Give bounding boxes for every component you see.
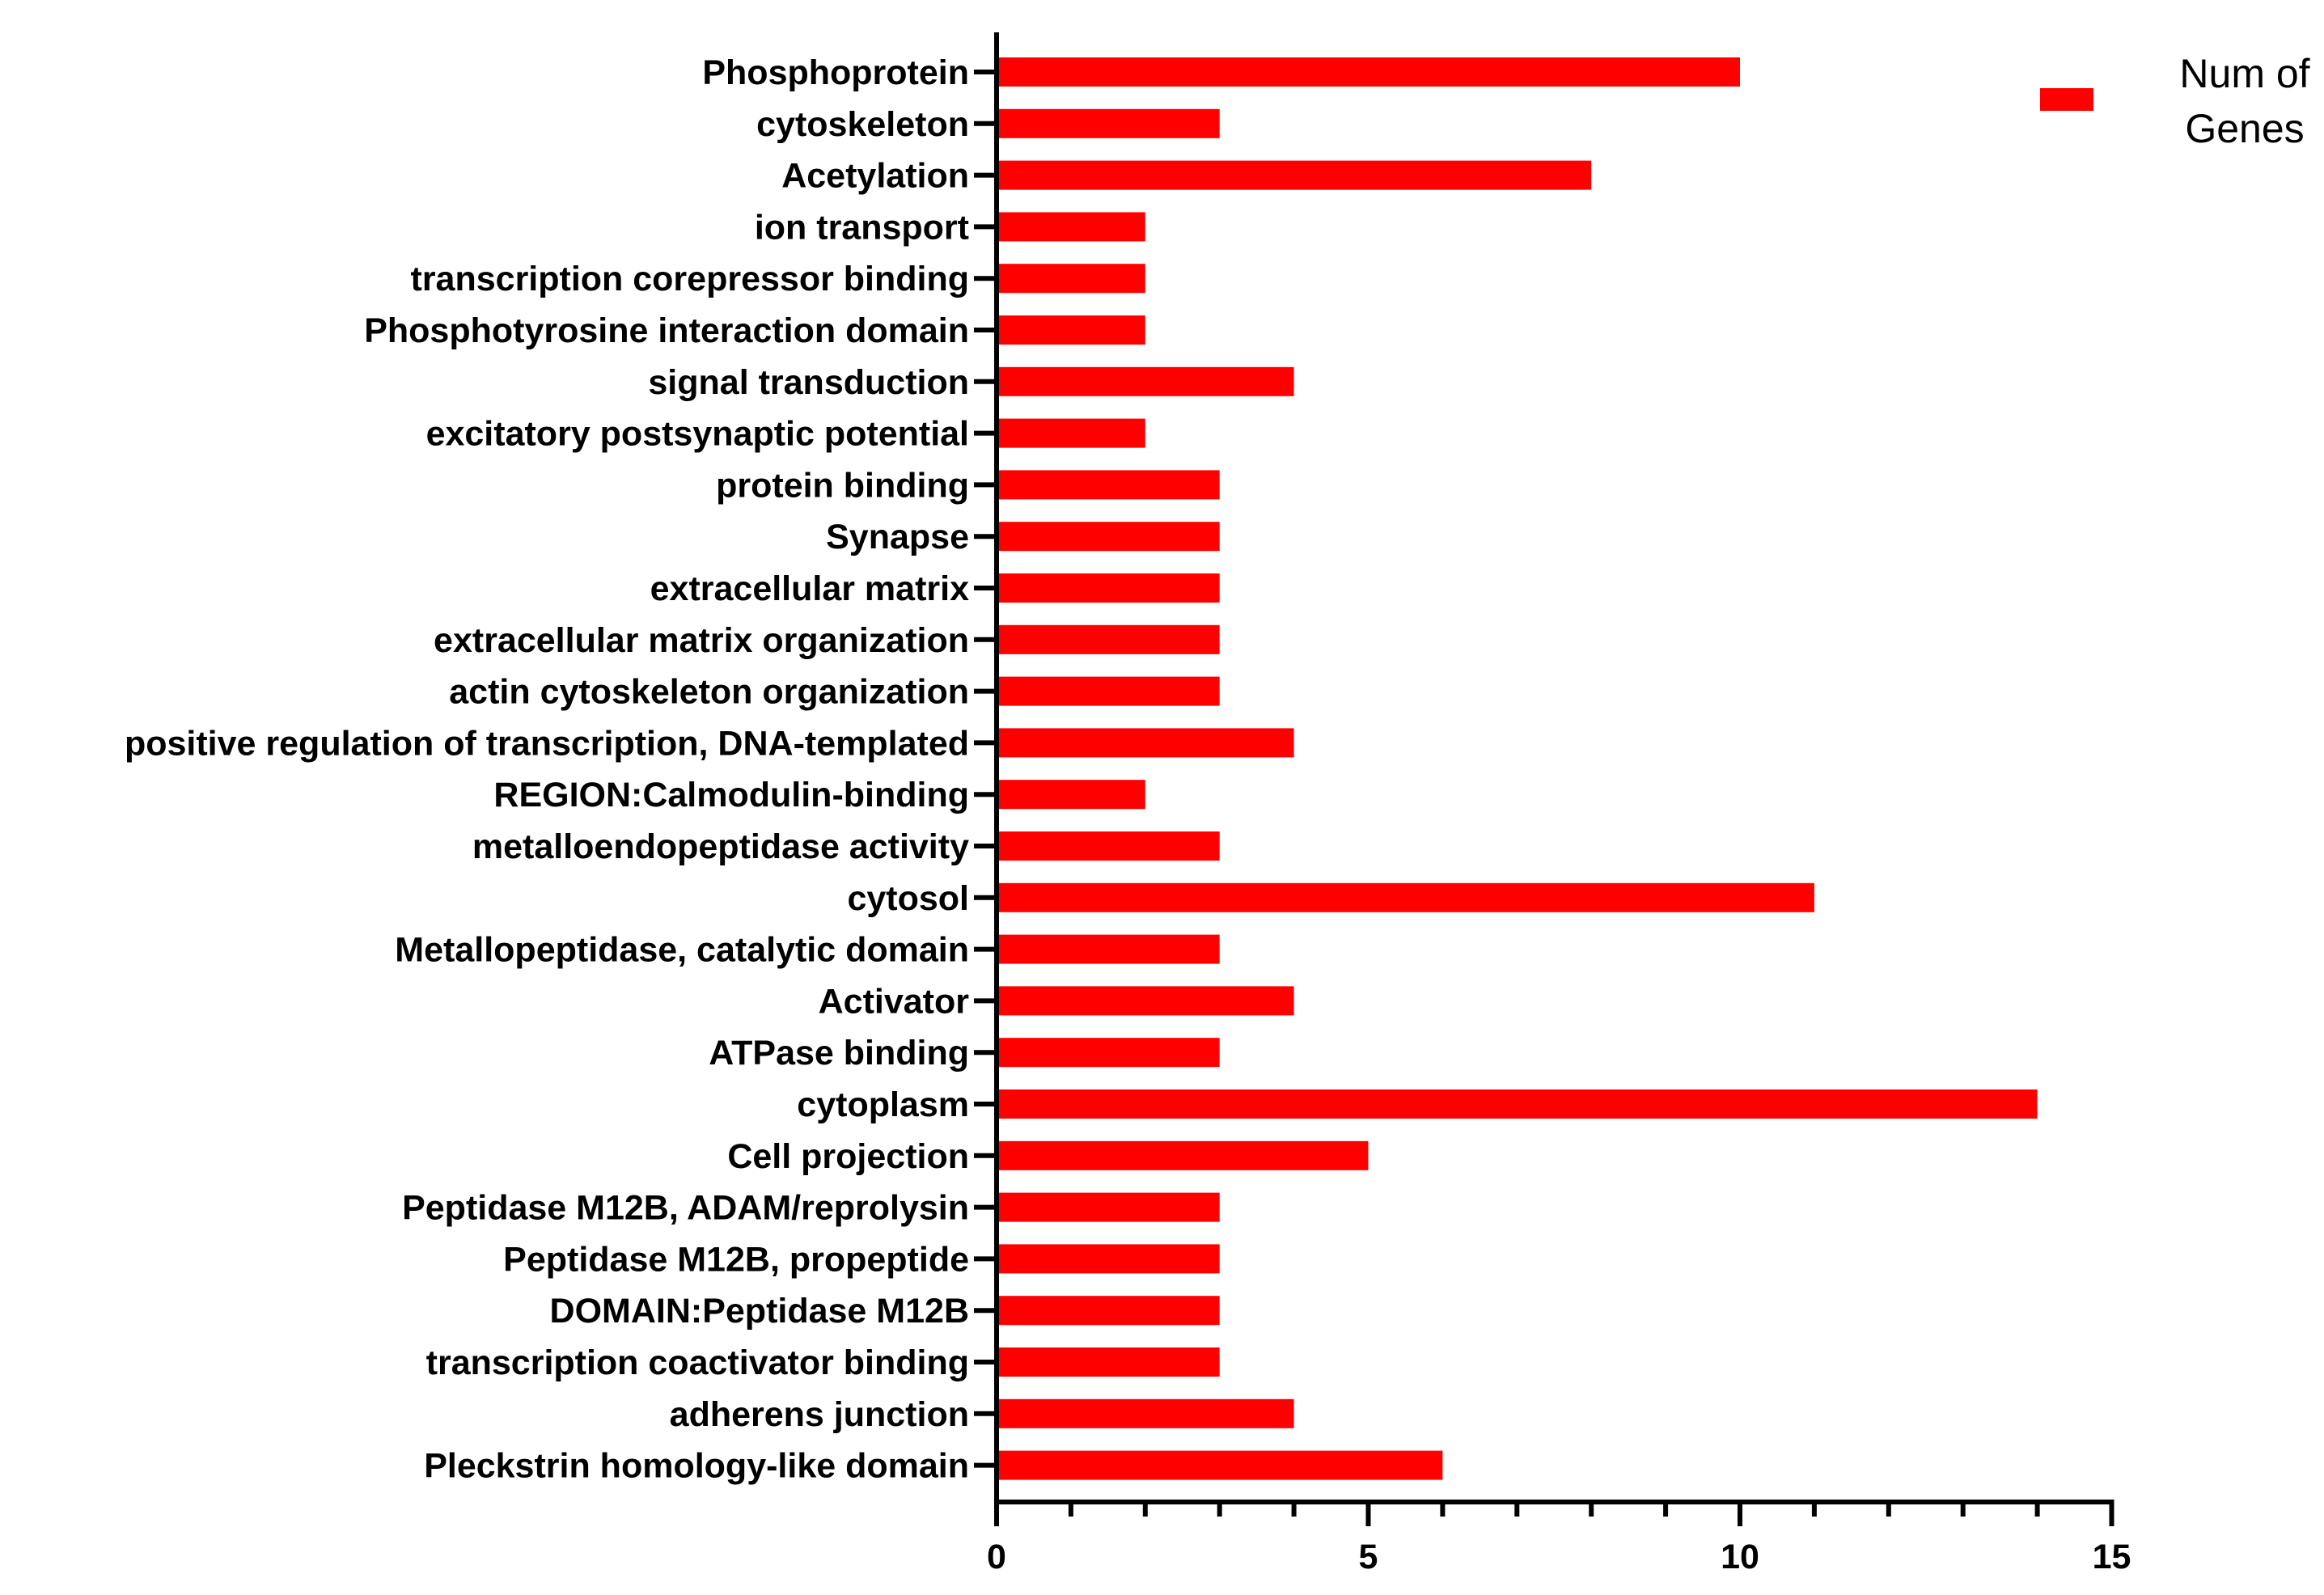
category-label: ATPase binding [709,1034,969,1072]
bar [997,831,1220,861]
bar [997,1140,1369,1170]
bar [997,1450,1443,1480]
category-label: Phosphoprotein [702,53,969,92]
category-label: Synapse [826,518,969,556]
bar [997,212,1145,242]
category-labels: Phosphoprotein cytoskeleton Acetylation ion… [125,53,969,1486]
bar [997,1296,1220,1326]
bar [997,108,1220,138]
category-label: Activator [819,982,970,1021]
bar [997,1192,1220,1222]
bar [997,1398,1294,1428]
bar [997,676,1220,706]
bar [997,1244,1220,1274]
category-label: Peptidase M12B, propeptide [503,1240,969,1279]
bar [997,470,1220,500]
category-label: transcription coactivator binding [426,1343,969,1382]
x-axis-tick-labels: 0 5 10 15 [987,1538,2131,1576]
bar [997,315,1145,345]
category-label: cytoplasm [797,1085,969,1124]
bar [997,57,1740,87]
bar [997,1348,1220,1377]
bars-group [997,57,2038,1480]
category-label: Pleckstrin homology-like domain [424,1447,969,1486]
category-label: Peptidase M12B, ADAM/reprolysin [402,1189,969,1228]
category-label: metalloendopeptidase activity [472,827,969,866]
x-axis-ticks [994,1502,2114,1526]
category-label: ion transport [755,208,969,247]
category-label: transcription corepressor binding [411,260,970,298]
category-label: protein binding [716,466,969,505]
legend-label-line-1: Num of [2179,51,2309,96]
category-label: actin cytoskeleton organization [449,673,969,712]
category-label: Cell projection [727,1137,969,1176]
x-tick-label: 15 [2093,1538,2131,1576]
x-tick-label: 10 [1721,1538,1759,1576]
category-label: excitatory postsynaptic potential [426,415,969,454]
bar [997,264,1145,294]
category-label: cytoskeleton [756,105,969,144]
bar [997,986,1294,1016]
bar [997,1038,1220,1068]
x-tick-label: 5 [1359,1538,1378,1576]
category-label: DOMAIN:Peptidase M12B [550,1292,969,1331]
bar [997,366,1294,396]
legend: Num of Genes [2040,51,2310,151]
category-label: adherens junction [670,1395,969,1434]
category-label: signal transduction [648,363,969,402]
bar [997,573,1220,603]
bar [997,418,1145,448]
bar [997,780,1145,810]
legend-swatch [2040,88,2093,111]
category-label: extracellular matrix organization [434,621,969,660]
bar [997,882,1814,912]
category-label: Phosphotyrosine interaction domain [364,311,969,350]
category-label: cytosol [847,879,969,918]
category-label: Acetylation [781,157,969,196]
bar [997,522,1220,552]
y-axis-ticks [974,70,997,1468]
bar [997,160,1592,190]
legend-label-line-2: Genes [2185,106,2304,151]
category-label: extracellular matrix [650,569,969,608]
category-label: Metallopeptidase, catalytic domain [395,931,969,970]
category-label: REGION:Calmodulin-binding [493,776,969,814]
bar [997,934,1220,964]
bar [997,1089,2038,1119]
bar [997,728,1294,758]
bar [997,624,1220,654]
category-label: positive regulation of transcription, DN… [125,724,969,763]
x-tick-label: 0 [987,1538,1006,1576]
